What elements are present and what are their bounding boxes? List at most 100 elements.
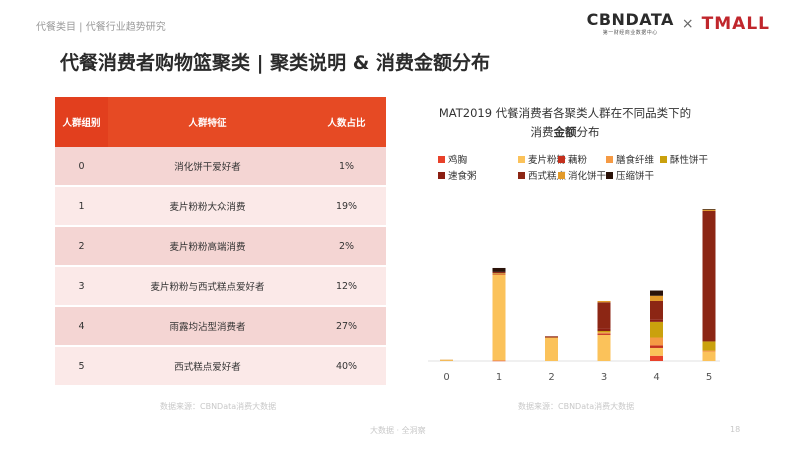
table-header-row: 人群组别 人群特征 人数占比 xyxy=(55,97,386,147)
bar-segment xyxy=(650,300,663,320)
cell-share: 1% xyxy=(307,147,386,187)
legend-swatch xyxy=(518,155,525,163)
bar-segment xyxy=(492,273,506,274)
chart-title-line1: MAT2019 代餐消费者各聚类人群在不同品类下的 xyxy=(438,106,692,120)
chart-title: MAT2019 代餐消费者各聚类人群在不同品类下的 消费金额分布 xyxy=(425,104,705,142)
cell-feature: 麦片粉粉大众消费 xyxy=(108,186,308,227)
chart-title-post: 分布 xyxy=(576,125,600,139)
legend-label: 膳食纤维 xyxy=(616,155,655,166)
cell-feature: 雨露均沾型消费者 xyxy=(108,306,308,347)
header-feature: 人群特征 xyxy=(108,97,308,147)
source-note-right: 数据来源：CBNData消费大数据 xyxy=(518,402,635,411)
cell-group: 1 xyxy=(55,186,108,227)
bar-segment xyxy=(702,209,716,210)
tmall-logo: TMALL xyxy=(701,14,770,34)
legend-swatch xyxy=(438,171,445,179)
bar-segment xyxy=(597,333,611,335)
bar-segment xyxy=(702,351,716,361)
legend-swatch xyxy=(606,155,613,163)
bar-segment xyxy=(650,295,663,301)
legend-label: 速食粥 xyxy=(448,171,477,182)
legend-label: 消化饼干 xyxy=(568,171,607,182)
logo-separator: × xyxy=(681,16,694,32)
legend-item: 藕粉 xyxy=(558,152,587,166)
legend-swatch xyxy=(438,155,445,163)
legend-swatch xyxy=(660,155,667,163)
bar-segment xyxy=(702,210,716,342)
table-row: 1 麦片粉粉大众消费 19% xyxy=(55,186,386,227)
bar-segment xyxy=(545,336,558,337)
x-tick-label: 2 xyxy=(548,372,554,383)
chart-title-line2: 消费金额分布 xyxy=(425,123,705,142)
bar-segment xyxy=(597,330,611,333)
cell-feature: 消化饼干爱好者 xyxy=(108,147,308,187)
table-row: 2 麦片粉粉高端消费 2% xyxy=(55,226,386,267)
table-row: 4 雨露均沾型消费者 27% xyxy=(55,306,386,347)
bar-segment xyxy=(597,328,611,331)
cell-group: 5 xyxy=(55,346,108,387)
legend-item: 酥性饼干 xyxy=(660,152,708,166)
bar-segment xyxy=(597,332,611,334)
legend-item: 压缩饼干 xyxy=(606,168,654,182)
legend-label: 麦片粉粉 xyxy=(528,155,567,166)
x-tick-label: 0 xyxy=(443,372,449,383)
cell-group: 3 xyxy=(55,266,108,307)
bar-segment xyxy=(702,209,716,211)
cell-share: 40% xyxy=(307,346,386,387)
bar-segment xyxy=(702,350,716,352)
cell-share: 19% xyxy=(307,186,386,227)
breadcrumb: 代餐类目 | 代餐行业趋势研究 xyxy=(36,22,166,33)
cell-group: 0 xyxy=(55,147,108,187)
legend-label: 鸡胸 xyxy=(448,155,468,166)
bar-segment xyxy=(650,337,663,346)
page-title: 代餐消费者购物篮聚类 | 聚类说明 & 消费金额分布 xyxy=(60,52,490,74)
legend-label: 西式糕点 xyxy=(528,171,567,182)
cbndata-logo-subtext: 第一财经商业数据中心 xyxy=(602,30,658,36)
cell-share: 2% xyxy=(307,226,386,267)
x-tick-label: 1 xyxy=(496,372,502,383)
bar-segment xyxy=(492,267,506,272)
cell-group: 2 xyxy=(55,226,108,267)
legend-item: 麦片粉粉 xyxy=(518,152,566,166)
header-group: 人群组别 xyxy=(55,97,108,147)
bar-segment xyxy=(650,321,663,338)
bar-segment xyxy=(492,272,506,274)
table-row: 0 消化饼干爱好者 1% xyxy=(55,147,386,187)
table-row: 5 西式糕点爱好者 40% xyxy=(55,346,386,387)
bar-segment xyxy=(650,319,663,322)
cell-share: 12% xyxy=(307,266,386,307)
cell-group: 4 xyxy=(55,306,108,347)
bar-segment xyxy=(597,300,611,303)
page-number: 18 xyxy=(730,425,741,434)
cell-feature: 西式糕点爱好者 xyxy=(108,346,308,387)
chart-title-pre: 消费 xyxy=(530,125,554,139)
cell-share: 27% xyxy=(307,306,386,347)
legend-label: 酥性饼干 xyxy=(670,155,709,166)
legend-item: 鸡胸 xyxy=(438,152,467,166)
bar-segment xyxy=(492,271,506,273)
bar-segment xyxy=(650,290,663,296)
legend-item: 膳食纤维 xyxy=(606,152,654,166)
x-tick-label: 5 xyxy=(706,372,712,383)
bar-segment xyxy=(492,360,506,362)
source-note-left: 数据来源：CBNData消费大数据 xyxy=(160,402,277,411)
footer-slogan: 大数据 · 全洞察 xyxy=(370,426,426,435)
bar-segment xyxy=(597,334,611,361)
legend-swatch xyxy=(558,155,565,163)
table-row: 3 麦片粉粉与西式糕点爱好者 12% xyxy=(55,266,386,307)
brand-logos: CBNDATA 第一财经商业数据中心 × TMALL xyxy=(586,10,770,37)
legend-item: 消化饼干 xyxy=(558,168,606,182)
cbndata-logo-text: CBNDATA xyxy=(586,10,674,29)
legend-label: 藕粉 xyxy=(568,155,588,166)
cell-feature: 麦片粉粉与西式糕点爱好者 xyxy=(108,266,308,307)
cluster-table: 人群组别 人群特征 人数占比 0 消化饼干爱好者 1% 1 麦片粉粉大众消费 1… xyxy=(55,97,386,387)
legend-swatch xyxy=(518,171,525,179)
bar-segment xyxy=(597,302,611,329)
legend-swatch xyxy=(558,171,565,179)
bar-segment xyxy=(440,359,453,361)
legend-item: 速食粥 xyxy=(438,168,477,182)
bar-segment xyxy=(492,273,506,275)
cbndata-logo: CBNDATA 第一财经商业数据中心 xyxy=(586,10,674,37)
cell-feature: 麦片粉粉高端消费 xyxy=(108,226,308,267)
bar-segment xyxy=(440,360,453,361)
